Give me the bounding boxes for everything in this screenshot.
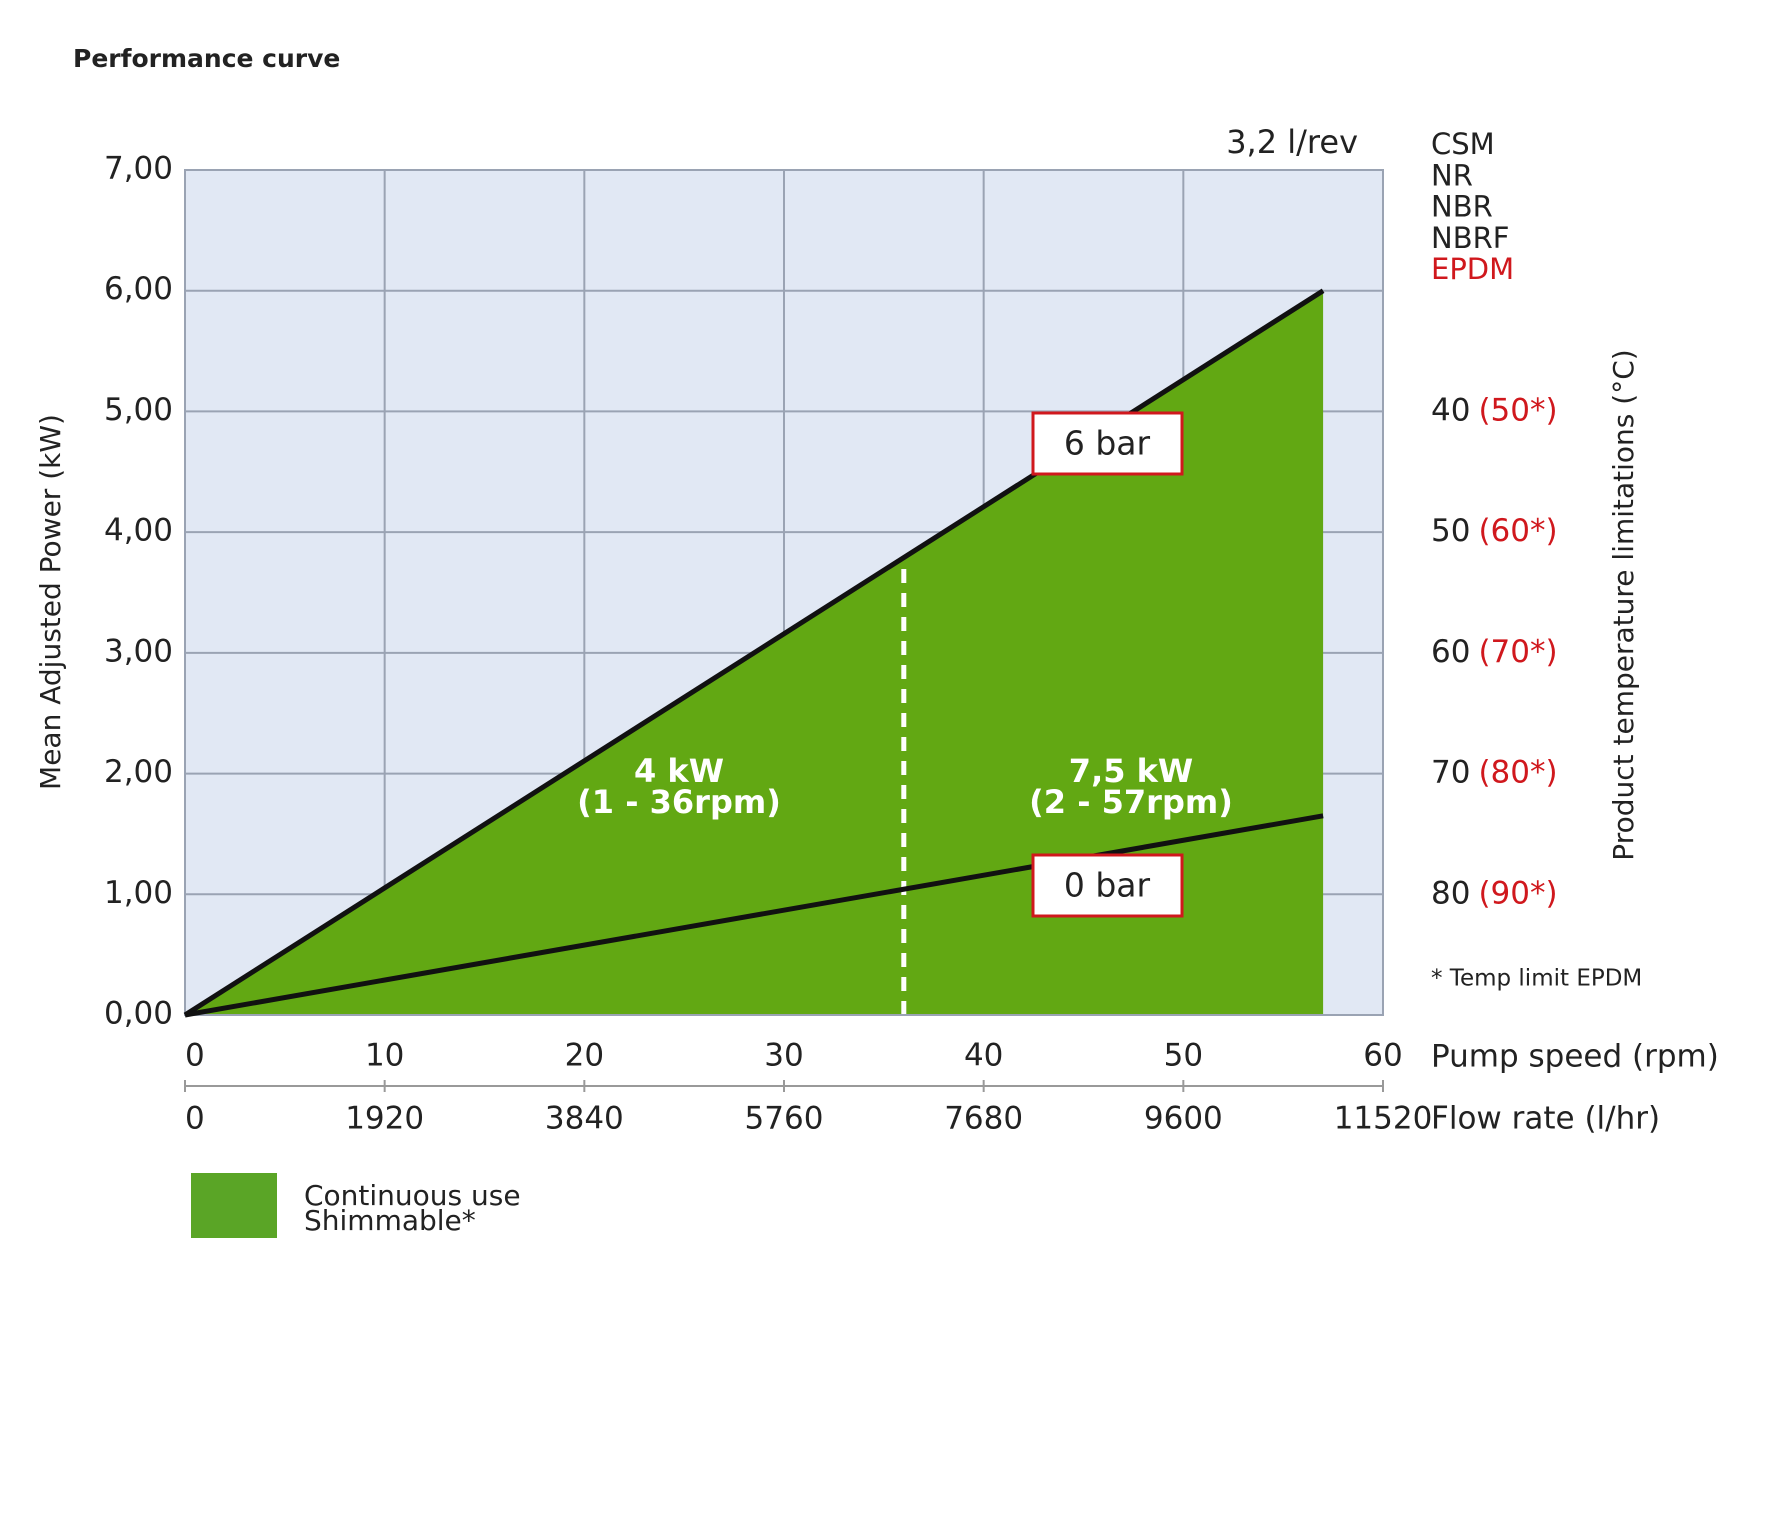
material: EPDM [1431,252,1514,286]
material: NBRF [1431,221,1509,255]
y-tick-label: 5,00 [104,392,173,428]
x-tick-label: 50 [1164,1038,1203,1074]
line [184,813,1324,1018]
y2-tick-epdm: (70*) [1478,633,1557,669]
x2-tick-label: 3840 [545,1101,624,1137]
y-tick-label: 2,00 [104,754,173,790]
legend-label: Shimmable* [304,1204,476,1237]
x-tick-label: 10 [365,1038,404,1074]
y2-tick-value: 50 [1431,513,1470,549]
y2-axis-label: Product temperature limitations (°C) [1607,349,1640,860]
y2-tick-value: 40 [1431,392,1470,428]
y-tick-label: 6,00 [104,271,173,307]
series-label: 0 bar [1064,866,1151,905]
y2-tick-label: 60 (70*) [1431,633,1558,669]
zone-power: 7,5 kW [1069,752,1193,790]
chart-title: Performance curve [73,44,340,73]
material: NR [1431,158,1473,192]
x2-tick-label: 11520 [1334,1101,1433,1137]
series-label: 6 bar [1064,424,1151,463]
x-tick-label: 40 [964,1038,1003,1074]
y2-tick-epdm: (90*) [1478,875,1557,911]
line [183,288,1325,1018]
x2-tick-label: 0 [185,1101,205,1137]
y-tick-label: 1,00 [104,875,173,911]
zone-power: 4 kW [634,752,724,790]
x-tick-label: 0 [185,1038,205,1074]
y2-tick-label: 50 (60*) [1431,513,1558,549]
y-axis-label: Mean Adjusted Power (kW) [34,414,67,790]
series-label-box [1031,853,1184,918]
legend-swatch [191,1173,277,1238]
y2-tick-epdm: (80*) [1478,754,1557,790]
y-tick-label: 4,00 [104,513,173,549]
y2-tick-label: 70 (80*) [1431,754,1558,790]
y2-tick-value: 80 [1431,875,1470,911]
x-axis-label: Pump speed (rpm) [1431,1039,1719,1075]
y-tick-label: 3,00 [104,633,173,669]
material: NBR [1431,190,1493,224]
x2-tick-label: 9600 [1144,1101,1223,1137]
x-tick-label: 60 [1363,1038,1402,1074]
footnote: * Temp limit EPDM [1431,966,1642,992]
x2-tick-label: 1920 [345,1101,424,1137]
legend-label: Continuous use [304,1179,521,1212]
plot-frame [184,169,1384,1016]
y2-tick-value: 60 [1431,633,1470,669]
y2-tick-epdm: (60*) [1478,513,1557,549]
x2-tick-label: 5760 [745,1101,824,1137]
y2-tick-label: 80 (90*) [1431,875,1558,911]
y2-tick-value: 70 [1431,754,1470,790]
material: CSM [1431,127,1495,161]
y2-tick-label: 40 (50*) [1431,392,1558,428]
series-label-box [1031,411,1184,476]
x2-tick-label: 7680 [944,1101,1023,1137]
y2-tick-epdm: (50*) [1478,392,1557,428]
y-tick-label: 0,00 [104,996,173,1032]
zone-range: (2 - 57rpm) [1029,783,1233,821]
y-tick-label: 7,00 [104,151,173,187]
x2-axis-label: Flow rate (l/hr) [1431,1101,1660,1137]
x-tick-label: 30 [764,1038,803,1074]
zone-range: (1 - 36rpm) [577,783,781,821]
displacement: 3,2 l/rev [1226,123,1358,161]
x-tick-label: 20 [565,1038,604,1074]
